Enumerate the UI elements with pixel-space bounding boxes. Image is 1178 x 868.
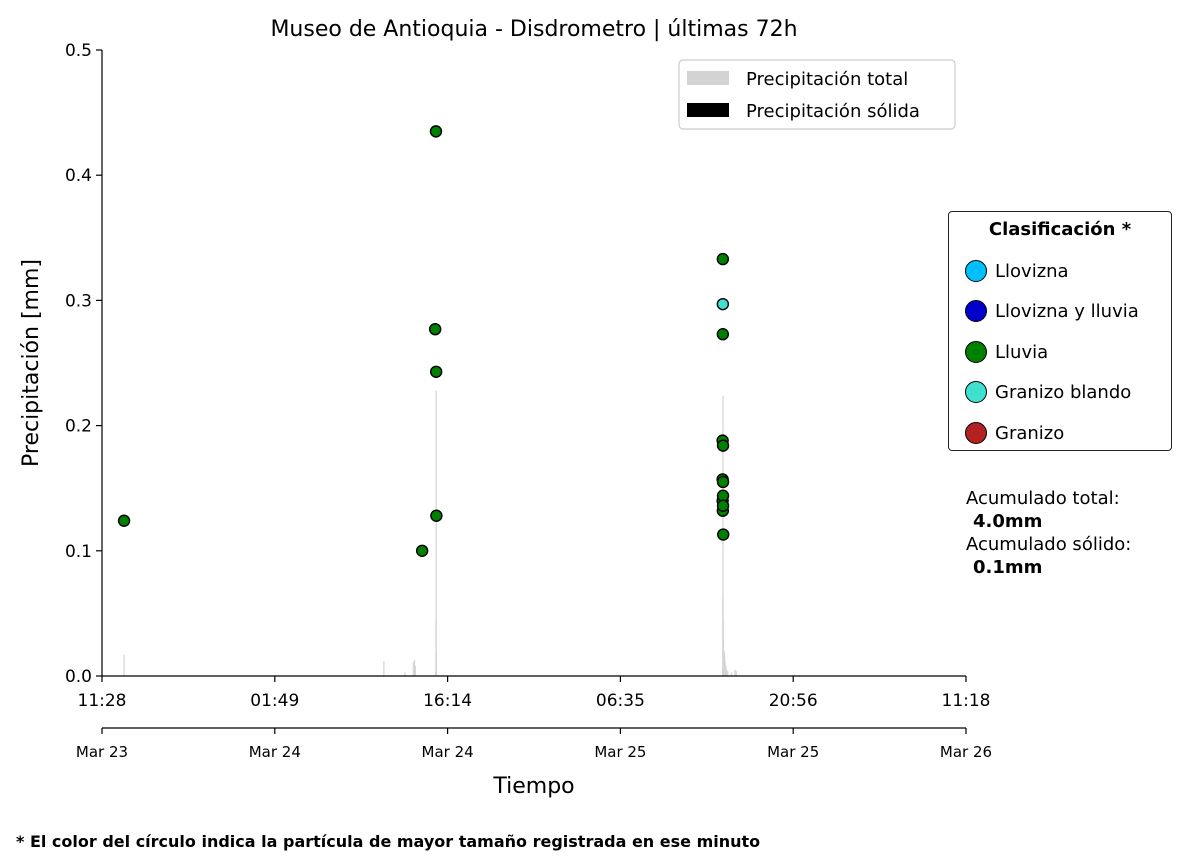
y-tick-label: 0.1 [65, 542, 92, 562]
chart-title: Museo de Antioquia - Disdrometro | últim… [270, 17, 797, 42]
total-bar [724, 660, 726, 676]
data-point [716, 499, 730, 512]
data-point [717, 528, 730, 541]
data-point [716, 297, 730, 311]
total-bar [735, 670, 737, 676]
class-dot [965, 341, 987, 363]
x-tick-label: 11:18 [942, 691, 991, 711]
legend-label: Precipitación sólida [746, 101, 920, 122]
data-point [429, 125, 443, 138]
class-dot [965, 300, 987, 322]
date-tick-label: Mar 25 [594, 743, 646, 761]
total-precip-bars [123, 390, 737, 676]
accum-total-label: Acumulado total: [966, 488, 1120, 509]
x-tick-label: 20:56 [769, 691, 818, 711]
class-label: Llovizna [995, 260, 1069, 282]
y-tick-label: 0.3 [65, 291, 92, 311]
total-bar [726, 669, 728, 676]
legend-swatch [687, 103, 729, 117]
legend-frame [678, 59, 956, 130]
legend: Precipitación total Precipitación sólida [678, 59, 956, 130]
total-bar [383, 660, 385, 676]
date-tick-label: Mar 24 [422, 743, 474, 761]
data-point [415, 544, 429, 557]
legend-swatch [687, 71, 729, 85]
date-tick-label: Mar 26 [940, 743, 992, 761]
data-point [716, 252, 730, 266]
classification-legend: Clasificación * Llovizna Llovizna y lluv… [948, 211, 1172, 451]
data-point [716, 328, 730, 341]
data-point [429, 365, 443, 378]
class-label: Llovizna y lluvia [995, 300, 1139, 322]
class-dot [965, 381, 987, 403]
total-bar [435, 390, 437, 676]
particle-points [117, 125, 730, 557]
x-tick-label: 16:14 [423, 691, 472, 711]
y-tick-label: 0.0 [65, 667, 92, 687]
date-tick-label: Mar 23 [76, 743, 128, 761]
class-dot [965, 422, 987, 444]
class-label: Granizo blando [995, 381, 1132, 403]
class-item-llovizna: Llovizna [965, 258, 1069, 284]
data-point [716, 475, 730, 489]
total-bar [435, 653, 437, 676]
y-tick-label: 0.2 [65, 417, 92, 437]
axes: 0.0 0.1 0.2 0.3 0.4 0.5 11:28 Mar 23 01:49 Mar 24… [65, 41, 992, 761]
accum-solid-value: 0.1mm [973, 557, 1043, 578]
legend-label: Precipitación total [746, 69, 908, 90]
class-label: Granizo [995, 422, 1065, 444]
class-item-lluvia: Lluvia [965, 339, 1048, 365]
class-dot [965, 260, 987, 282]
total-bar [414, 665, 416, 676]
classification-title: Clasificación * [988, 219, 1132, 240]
accum-solid-label: Acumulado sólido: [966, 534, 1132, 555]
class-item-granizo: Granizo [965, 420, 1064, 446]
footnote: * El color del círculo indica la partícu… [16, 832, 761, 851]
y-axis-label: Precipitación [mm] [19, 259, 44, 467]
class-label: Lluvia [995, 341, 1049, 363]
total-bar [727, 670, 729, 676]
y-tick-label: 0.4 [65, 166, 92, 186]
total-bar [730, 672, 733, 676]
x-tick-label: 01:49 [250, 691, 299, 711]
total-bar [404, 672, 406, 676]
total-bar [123, 654, 125, 676]
total-bar [413, 659, 416, 676]
x-tick-label: 11:28 [78, 691, 127, 711]
data-point [430, 509, 443, 522]
data-point [428, 322, 442, 336]
y-tick-label: 0.5 [65, 41, 92, 61]
total-bar [412, 662, 414, 676]
class-item-llovizna-y-lluvia: Llovizna y lluvia [965, 298, 1139, 324]
data-point [716, 439, 730, 452]
x-axis-label: Tiempo [492, 774, 574, 799]
class-item-granizo-blando: Granizo blando [965, 379, 1131, 405]
x-tick-label: 06:35 [596, 691, 645, 711]
data-point [117, 514, 131, 527]
total-bar [725, 665, 727, 676]
total-bar [734, 669, 736, 676]
date-tick-label: Mar 24 [249, 743, 301, 761]
date-tick-label: Mar 25 [767, 743, 819, 761]
accum-total-value: 4.0mm [973, 511, 1043, 532]
